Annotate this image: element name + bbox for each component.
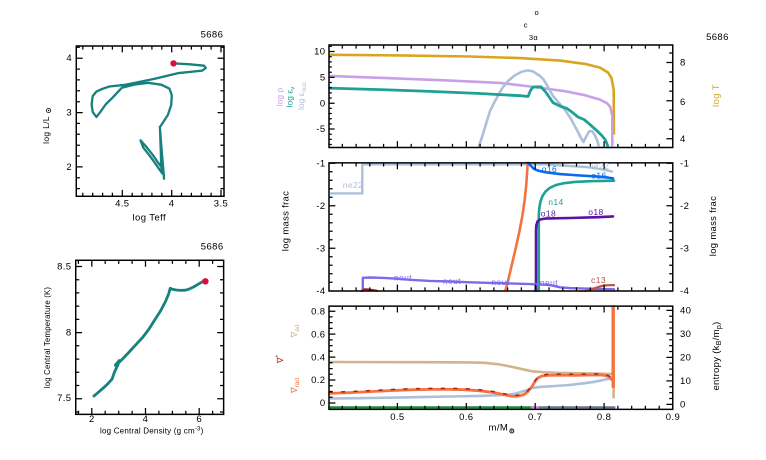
svg-text:3.5: 3.5 xyxy=(214,199,228,210)
svg-text:7.5: 7.5 xyxy=(57,393,71,404)
svg-text:log T: log T xyxy=(711,84,722,107)
svg-text:0.8: 0.8 xyxy=(597,412,611,423)
svg-text:0: 0 xyxy=(680,400,686,411)
svg-text:-4: -4 xyxy=(680,286,689,297)
svg-text:5686: 5686 xyxy=(706,32,729,43)
svg-text:neut: neut xyxy=(394,272,412,282)
svg-text:4: 4 xyxy=(680,134,686,145)
svg-text:5686: 5686 xyxy=(201,30,224,41)
svg-text:30: 30 xyxy=(680,329,691,340)
svg-text:log Central Temperature (K): log Central Temperature (K) xyxy=(43,287,52,389)
svg-text:0.8: 0.8 xyxy=(311,306,325,317)
svg-text:3: 3 xyxy=(66,108,72,119)
svg-text:5: 5 xyxy=(320,72,326,83)
svg-text:neut: neut xyxy=(443,276,461,286)
svg-text:-1: -1 xyxy=(316,159,325,170)
svg-text:-3: -3 xyxy=(680,244,689,255)
svg-text:o18: o18 xyxy=(588,207,603,217)
svg-text:0.5: 0.5 xyxy=(390,412,404,423)
svg-text:-2: -2 xyxy=(316,201,325,212)
svg-text:c13: c13 xyxy=(591,275,606,285)
svg-text:10: 10 xyxy=(680,376,691,387)
svg-text:m/M: m/M xyxy=(489,423,509,434)
svg-text:ne22: ne22 xyxy=(343,180,364,190)
svg-text:0.9: 0.9 xyxy=(666,412,680,423)
svg-text:log Teff: log Teff xyxy=(133,213,167,224)
svg-text:5686: 5686 xyxy=(201,241,224,252)
svg-text:-2: -2 xyxy=(680,201,689,212)
svg-text:6: 6 xyxy=(196,414,202,425)
svg-text:40: 40 xyxy=(680,306,691,317)
svg-text:8: 8 xyxy=(66,328,72,339)
svg-text:10: 10 xyxy=(314,47,325,58)
svg-text:0.7: 0.7 xyxy=(528,412,542,423)
svg-text:log mass frac: log mass frac xyxy=(281,191,292,251)
svg-text:0.4: 0.4 xyxy=(311,352,325,363)
svg-text:4: 4 xyxy=(143,414,149,425)
svg-text:neut: neut xyxy=(540,278,558,288)
svg-text:neut: neut xyxy=(491,277,509,287)
svg-text:log L/L: log L/L xyxy=(41,116,51,144)
svg-text:0: 0 xyxy=(320,398,326,409)
svg-text:0: 0 xyxy=(320,98,326,109)
svg-text:-4: -4 xyxy=(316,286,325,297)
svg-text:0.6: 0.6 xyxy=(459,412,473,423)
svg-text:o: o xyxy=(535,8,540,17)
svg-text:log Central Density (g cm-3): log Central Density (g cm-3) xyxy=(100,427,204,436)
svg-text:o16: o16 xyxy=(591,171,606,181)
svg-text:2: 2 xyxy=(89,414,95,425)
svg-text:4.5: 4.5 xyxy=(115,199,129,210)
svg-text:o18: o18 xyxy=(541,209,556,219)
svg-text:∇rad: ∇rad xyxy=(289,378,301,394)
svg-text:3α: 3α xyxy=(529,33,539,42)
svg-text:log mass frac: log mass frac xyxy=(708,196,719,256)
svg-text:0.6: 0.6 xyxy=(311,329,325,340)
svg-text:-5: -5 xyxy=(316,124,325,135)
svg-text:ne22: ne22 xyxy=(589,161,610,171)
svg-text:4: 4 xyxy=(66,53,72,64)
svg-text:0.2: 0.2 xyxy=(311,375,325,386)
svg-text:entropy (kB/mp): entropy (kB/mp) xyxy=(711,321,723,390)
svg-text:log ρ: log ρ xyxy=(275,88,285,107)
svg-text:8.5: 8.5 xyxy=(57,262,71,273)
svg-text:-3: -3 xyxy=(316,244,325,255)
svg-text:6: 6 xyxy=(680,97,686,108)
svg-text:-1: -1 xyxy=(680,159,689,170)
svg-text:2: 2 xyxy=(66,162,72,173)
svg-text:c: c xyxy=(524,21,528,30)
svg-text:∇ad: ∇ad xyxy=(289,324,301,338)
svg-text:8: 8 xyxy=(680,58,686,69)
svg-text:4: 4 xyxy=(169,199,175,210)
svg-text:∇*: ∇* xyxy=(275,354,285,364)
svg-text:n14: n14 xyxy=(548,197,563,207)
svg-text:o16: o16 xyxy=(542,164,557,174)
svg-text:log εν: log εν xyxy=(285,87,297,108)
svg-text:20: 20 xyxy=(680,353,691,364)
svg-text:log εnuc: log εnuc xyxy=(296,81,308,110)
